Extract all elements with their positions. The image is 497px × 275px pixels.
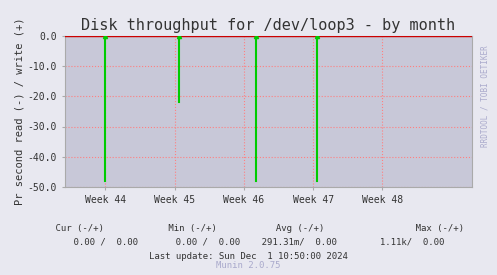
Y-axis label: Pr second read (-) / write (+): Pr second read (-) / write (+) [15,18,25,205]
Text: Munin 2.0.75: Munin 2.0.75 [216,260,281,270]
Text: RRDTOOL / TOBI OETIKER: RRDTOOL / TOBI OETIKER [481,45,490,147]
Text: Last update: Sun Dec  1 10:50:00 2024: Last update: Sun Dec 1 10:50:00 2024 [149,252,348,261]
Title: Disk throughput for /dev/loop3 - by month: Disk throughput for /dev/loop3 - by mont… [82,18,455,33]
Text: Cur (-/+)            Min (-/+)           Avg (-/+)                 Max (-/+): Cur (-/+) Min (-/+) Avg (-/+) Max (-/+) [33,224,464,233]
Text: 0.00 /  0.00       0.00 /  0.00    291.31m/  0.00        1.11k/  0.00: 0.00 / 0.00 0.00 / 0.00 291.31m/ 0.00 1.… [52,238,445,247]
